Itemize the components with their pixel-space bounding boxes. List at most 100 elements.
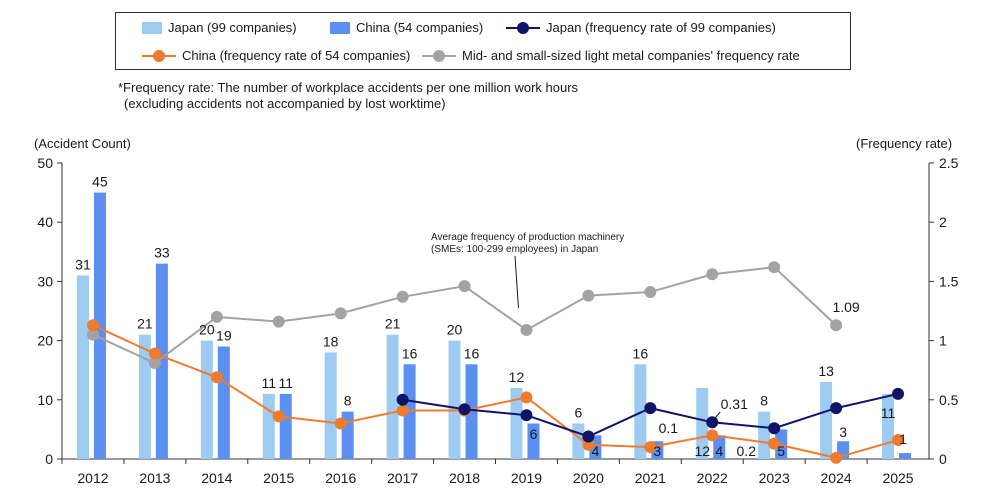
point-china-rate: [768, 437, 781, 450]
annotation-leader: [514, 255, 519, 309]
bar-label-china-count: 33: [154, 245, 170, 261]
left-tick-label: 10: [37, 392, 53, 408]
legend-marker-sme-rate: [422, 49, 456, 62]
bar-label-japan-count: 20: [447, 322, 463, 338]
bar-label-china-count: 1: [899, 431, 907, 447]
point-japan-rate: [892, 387, 905, 400]
legend-item-japan-count: Japan (99 companies): [142, 20, 297, 35]
bar-label-china-count: 3: [653, 443, 661, 459]
x-tick-label: 2013: [139, 470, 170, 486]
legend-swatch-china-count: [330, 21, 350, 34]
point-china-rate: [892, 434, 905, 447]
point-china-rate: [830, 451, 843, 464]
bar-label-china-count: 6: [530, 426, 538, 442]
bar-label-china-count: 4: [715, 443, 723, 459]
bar-label-china-count: 45: [92, 174, 108, 190]
bar-china-count: [217, 346, 230, 459]
point-sme-rate: [706, 268, 719, 281]
rate-label: 0.1: [659, 420, 679, 436]
rate-label: 0.2: [737, 443, 757, 459]
point-japan-rate: [768, 422, 781, 435]
legend-marker-china-rate: [142, 49, 176, 62]
bar-china-count: [403, 364, 416, 459]
point-china-rate: [272, 410, 285, 423]
legend-swatch-japan-count: [142, 21, 162, 34]
rate-label-leader: [713, 411, 721, 420]
point-china-rate: [334, 417, 347, 430]
x-tick-label: 2021: [635, 470, 666, 486]
right-tick-label: 2.5: [939, 155, 959, 171]
legend: Japan (99 companies) China (54 companies…: [115, 12, 851, 70]
bar-label-japan-count: 21: [385, 316, 401, 332]
bar-label-china-count: 5: [777, 443, 785, 459]
point-japan-rate: [644, 402, 657, 415]
right-tick-label: 0: [939, 451, 947, 467]
footnote: *Frequency rate: The number of workplace…: [118, 80, 578, 112]
bar-china-count: [713, 435, 726, 459]
bar-label-china-count: 19: [216, 328, 232, 344]
right-tick-label: 1: [939, 333, 947, 349]
point-japan-rate: [520, 409, 533, 422]
bar-japan-count: [820, 382, 833, 459]
point-sme-rate: [830, 319, 843, 332]
x-tick-label: 2017: [387, 470, 418, 486]
x-tick-label: 2014: [201, 470, 232, 486]
bar-japan-count: [448, 340, 461, 459]
bar-japan-count: [386, 334, 399, 459]
bar-label-china-count: 4: [591, 443, 599, 459]
bar-japan-count: [696, 387, 709, 459]
bar-label-china-count: 3: [839, 424, 847, 440]
bar-china-count: [465, 364, 478, 459]
x-tick-label: 2016: [325, 470, 356, 486]
point-sme-rate: [520, 323, 533, 336]
left-tick-label: 30: [37, 273, 53, 289]
bar-japan-count: [510, 387, 523, 459]
point-china-rate: [210, 371, 223, 384]
line-china-rate: [92, 324, 899, 459]
right-tick-label: 1.5: [939, 273, 959, 289]
bar-label-japan-count: 31: [75, 256, 91, 272]
bar-label-japan-count: 12: [509, 369, 525, 385]
legend-marker-japan-rate: [506, 21, 540, 34]
rate-label: 0.31: [721, 396, 748, 412]
bar-china-count: [93, 192, 106, 459]
right-tick-label: 0.5: [939, 392, 959, 408]
legend-label-sme-rate: Mid- and small-sized light metal compani…: [462, 48, 800, 63]
rate-label: 1.09: [832, 299, 859, 315]
point-japan-rate: [396, 393, 409, 406]
x-tick-label: 2025: [882, 470, 913, 486]
x-tick-label: 2012: [77, 470, 108, 486]
x-tick-label: 2019: [511, 470, 542, 486]
point-china-rate: [86, 319, 99, 332]
point-sme-rate: [582, 289, 595, 302]
bar-label-japan-count: 11: [881, 405, 896, 421]
legend-label-china-count: China (54 companies): [356, 20, 484, 35]
point-china-rate: [148, 347, 161, 360]
bar-japan-count: [324, 352, 337, 459]
bar-label-japan-count: 18: [323, 333, 339, 349]
legend-item-china-count: China (54 companies): [330, 20, 483, 35]
bar-japan-count: [262, 393, 275, 459]
point-sme-rate: [210, 310, 223, 323]
point-sme-rate: [272, 315, 285, 328]
point-japan-rate: [706, 416, 719, 429]
point-japan-rate: [830, 402, 843, 415]
point-sme-rate: [458, 280, 471, 293]
point-sme-rate: [396, 290, 409, 303]
bar-china-count: [279, 393, 292, 459]
bar-label-japan-count: 12: [694, 443, 710, 459]
bar-label-japan-count: 21: [137, 316, 153, 332]
x-tick-label: 2023: [759, 470, 790, 486]
bar-label-japan-count: 13: [818, 363, 834, 379]
x-tick-label: 2022: [697, 470, 728, 486]
legend-label-japan-count: Japan (99 companies): [168, 20, 297, 35]
left-axis-title: (Accident Count): [34, 136, 131, 151]
annotation-line-1: Average frequency of production machiner…: [431, 232, 624, 243]
bar-label-japan-count: 16: [633, 345, 649, 361]
footnote-line-1: *Frequency rate: The number of workplace…: [118, 80, 579, 95]
annotation-line-2: (SMEs: 100-299 employees) in Japan: [431, 244, 598, 255]
x-tick-label: 2024: [821, 470, 852, 486]
footnote-line-2: (excluding accidents not accompanied by …: [124, 96, 446, 111]
bar-label-china-count: 16: [464, 345, 480, 361]
